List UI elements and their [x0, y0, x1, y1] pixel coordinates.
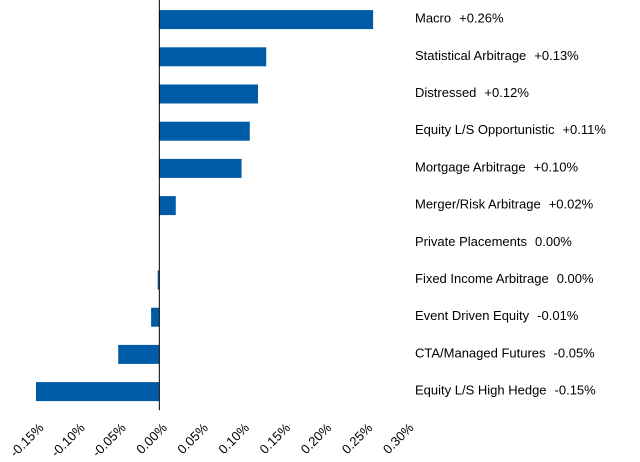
bar	[157, 270, 160, 290]
bar-label: Private Placements 0.00%	[415, 234, 572, 249]
category-label: Mortgage Arbitrage	[415, 160, 526, 175]
bar-label: Macro +0.26%	[415, 11, 504, 26]
x-tick-label: 0.10%	[215, 420, 252, 457]
value-label: 0.00%	[535, 234, 572, 249]
x-tick-label: -0.05%	[89, 420, 129, 460]
bar	[118, 344, 160, 364]
value-label: -0.15%	[555, 383, 597, 398]
bar-label: Equity L/S High Hedge -0.15%	[415, 383, 596, 398]
category-label: Fixed Income Arbitrage	[415, 271, 549, 286]
bar-label: CTA/Managed Futures -0.05%	[415, 346, 595, 361]
bar-label: Merger/Risk Arbitrage +0.02%	[415, 197, 594, 212]
category-label: Equity L/S High Hedge	[415, 383, 547, 398]
x-tick-label: 0.20%	[298, 420, 335, 457]
value-label: +0.26%	[459, 11, 504, 26]
x-tick-label: 0.25%	[339, 420, 376, 457]
bar	[159, 158, 242, 178]
x-tick-label: 0.30%	[380, 420, 417, 457]
category-label: CTA/Managed Futures	[415, 346, 546, 361]
bar	[36, 382, 160, 402]
bar	[159, 84, 258, 104]
value-label: +0.13%	[534, 48, 579, 63]
category-label: Statistical Arbitrage	[415, 48, 526, 63]
x-tick-label: -0.10%	[48, 420, 88, 460]
category-label: Event Driven Equity	[415, 309, 530, 324]
category-label: Distressed	[415, 85, 476, 100]
bar	[159, 121, 250, 141]
value-label: +0.11%	[562, 123, 606, 138]
value-label: +0.02%	[549, 197, 594, 212]
bar	[159, 47, 267, 67]
bar-label: Equity L/S Opportunistic +0.11%	[415, 123, 606, 138]
x-tick-label: 0.00%	[133, 420, 170, 457]
value-label: -0.05%	[554, 346, 596, 361]
bar-label: Event Driven Equity -0.01%	[415, 309, 579, 324]
bar-label: Mortgage Arbitrage +0.10%	[415, 160, 578, 175]
category-label: Macro	[415, 11, 451, 26]
x-tick-label: 0.15%	[257, 420, 294, 457]
bar-label: Fixed Income Arbitrage 0.00%	[415, 271, 594, 286]
x-tick-label: 0.05%	[174, 420, 211, 457]
bar	[159, 10, 374, 30]
category-label: Equity L/S Opportunistic	[415, 123, 555, 138]
value-label: +0.12%	[484, 85, 529, 100]
x-tick-label: -0.15%	[7, 420, 47, 460]
bar-label: Statistical Arbitrage +0.13%	[415, 48, 579, 63]
value-label: -0.01%	[537, 309, 579, 324]
category-label: Merger/Risk Arbitrage	[415, 197, 541, 212]
bar	[159, 196, 176, 216]
category-label: Private Placements	[415, 234, 527, 249]
bar	[151, 307, 160, 327]
value-label: +0.10%	[534, 160, 579, 175]
value-label: 0.00%	[557, 271, 594, 286]
bar-label: Distressed +0.12%	[415, 85, 529, 100]
